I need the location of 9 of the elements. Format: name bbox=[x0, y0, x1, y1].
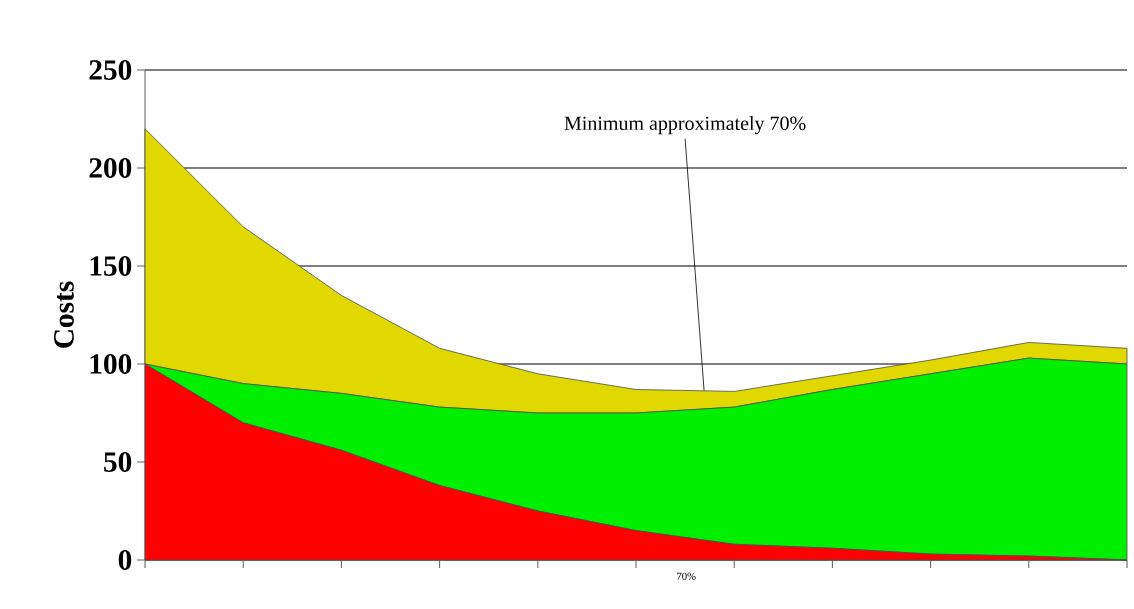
y-tick-label: 250 bbox=[89, 60, 132, 80]
y-tick-label: 200 bbox=[89, 158, 132, 178]
y-tick-label: 150 bbox=[90, 256, 132, 276]
y-tick-label: 50 bbox=[104, 452, 132, 472]
y-tick-label: 100 bbox=[90, 354, 132, 374]
y-tick-label: 0 bbox=[118, 550, 132, 570]
x-tick-label: 70% bbox=[677, 572, 696, 580]
y-axis-title: Costs bbox=[54, 281, 74, 348]
annotation: Minimum approximately 70% bbox=[564, 116, 806, 135]
